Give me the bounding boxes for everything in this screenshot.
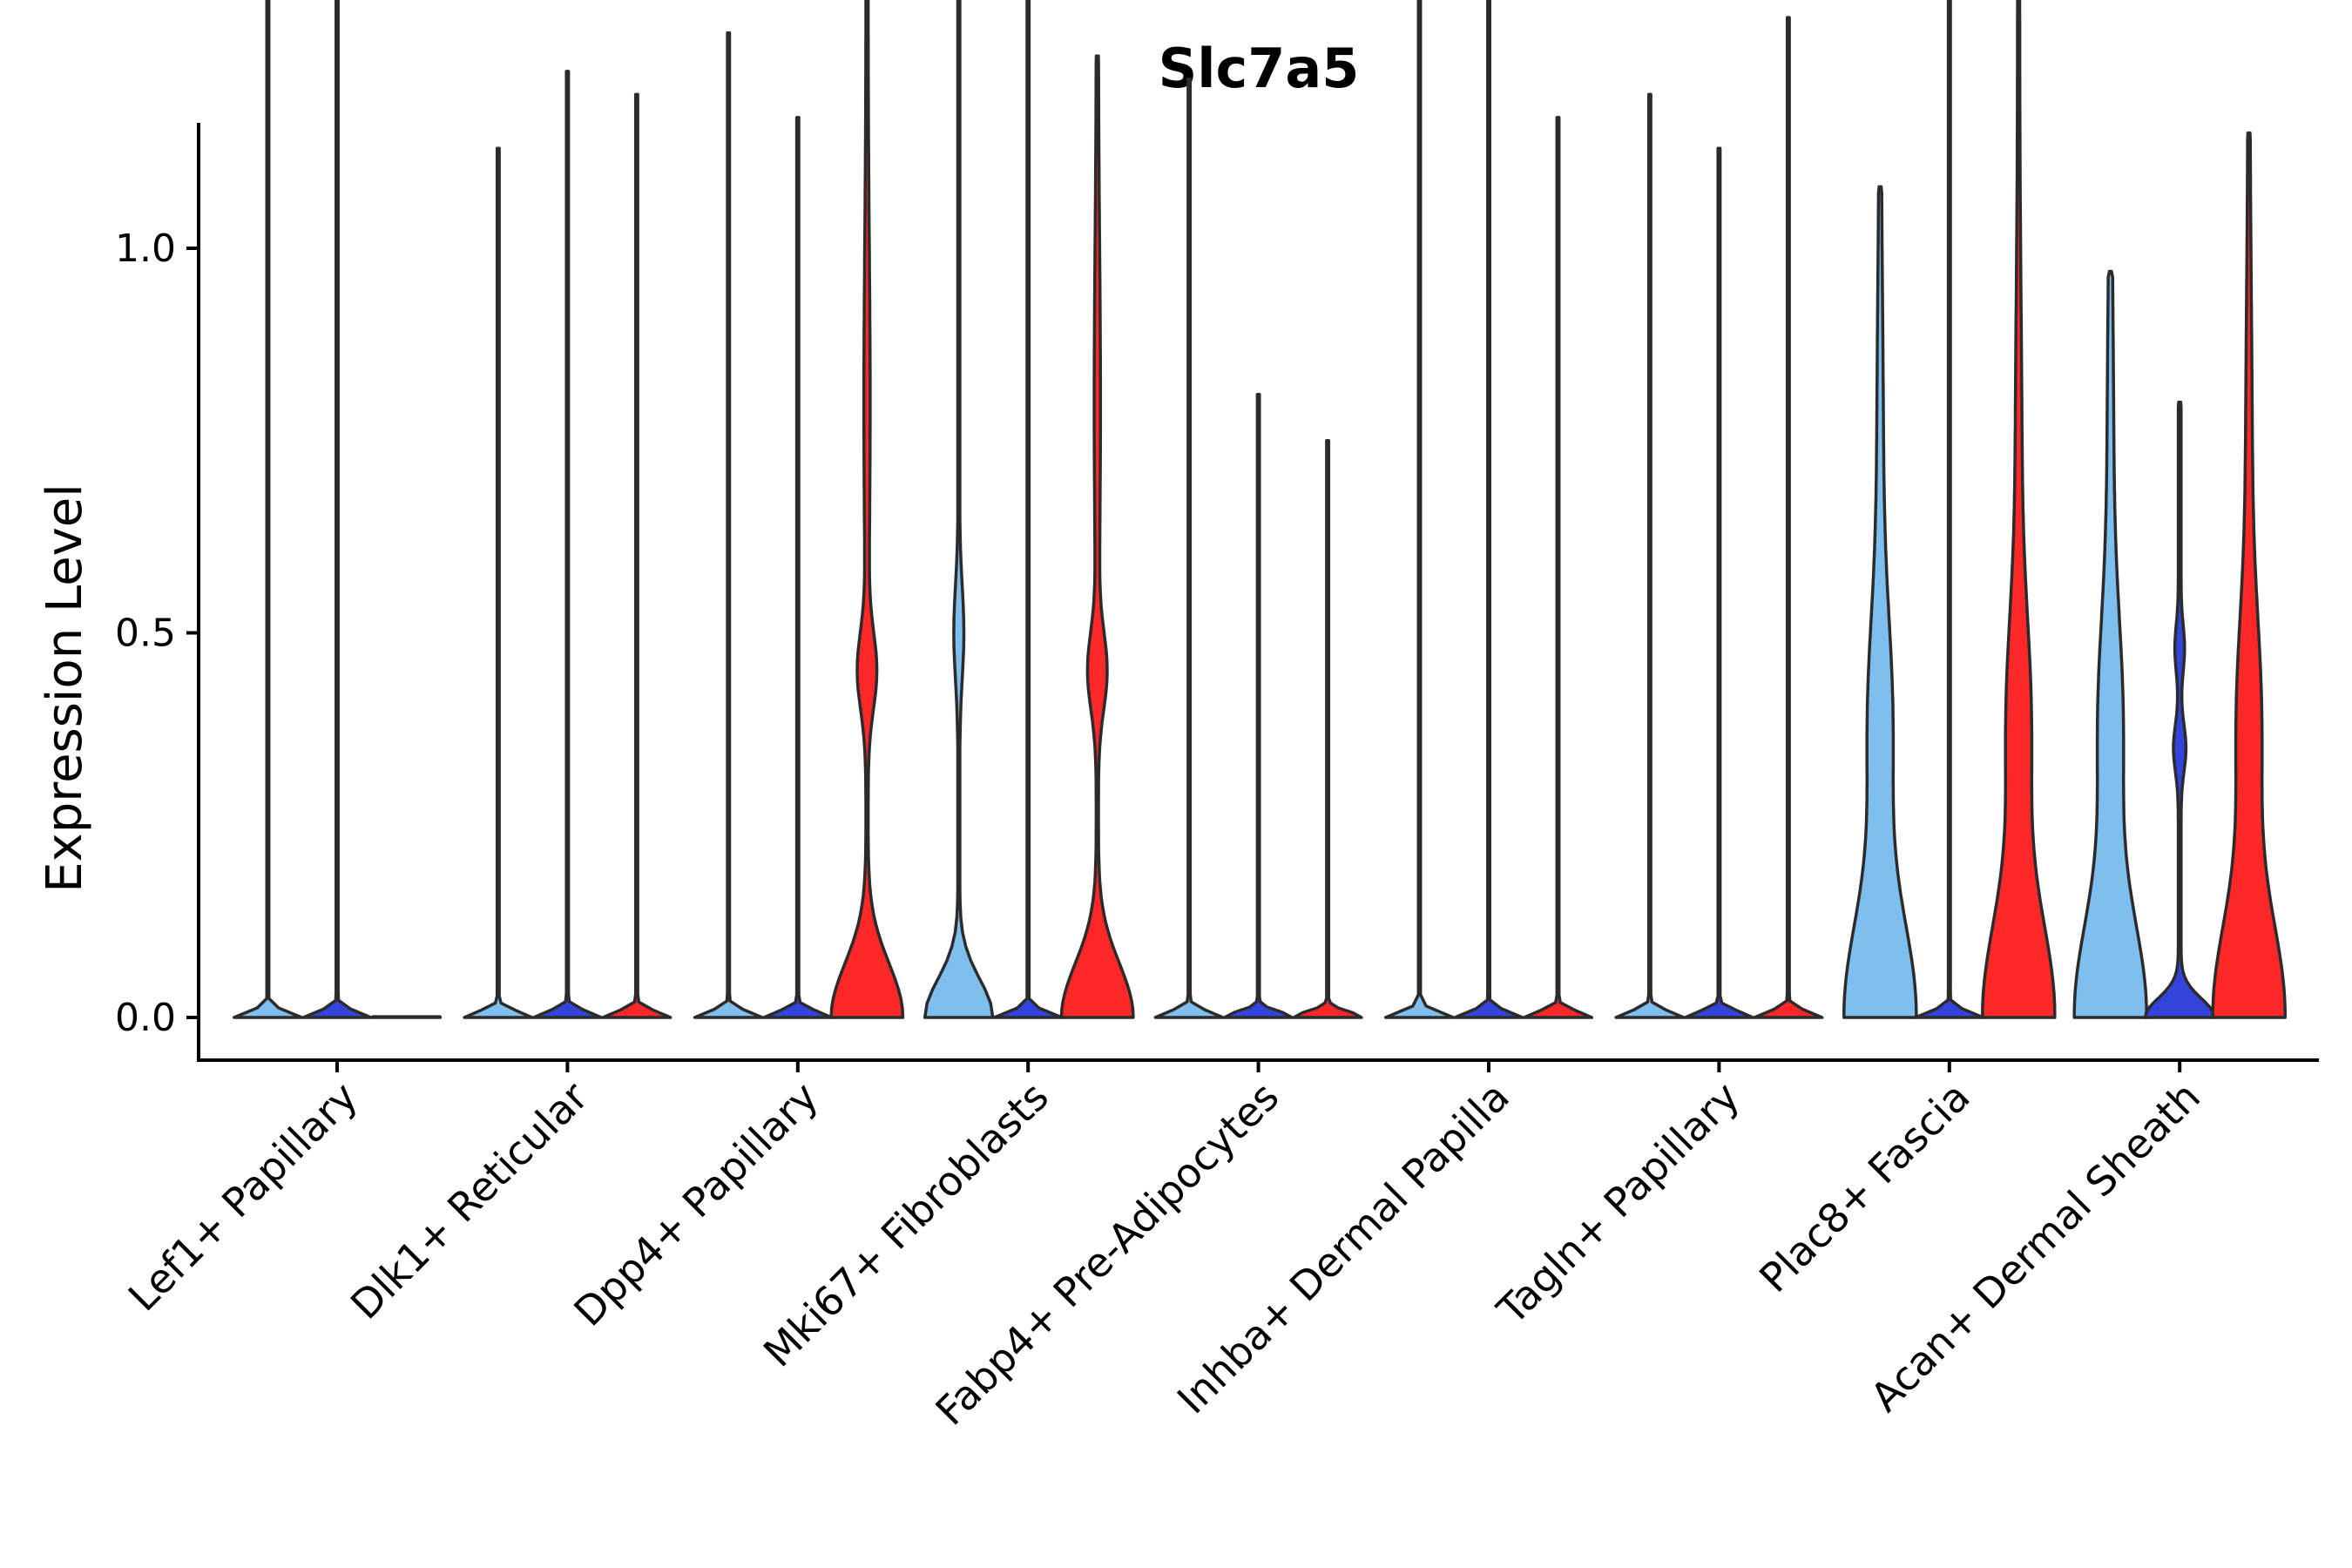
x-tick-label: Tagln+ Papillary: [1488, 1073, 1749, 1335]
violin-blue: [1223, 393, 1294, 1019]
violin-light_blue: [463, 146, 534, 1019]
violin-blue: [992, 0, 1064, 1019]
violin-light_blue: [2072, 269, 2148, 1019]
violin-red: [601, 92, 672, 1019]
violin-blue: [2143, 400, 2216, 1019]
violin-light_blue: [1842, 185, 1918, 1019]
violin-blue: [301, 0, 373, 1019]
x-tick-label: Lef1+ Papillary: [119, 1073, 367, 1321]
x-tick-label: Dlk1+ Reticular: [341, 1073, 597, 1328]
violin-light_blue: [923, 0, 995, 1019]
violin-red: [2211, 131, 2287, 1019]
violin-blue: [762, 116, 834, 1019]
y-tick-label: 0.5: [115, 612, 176, 656]
violin-red: [1981, 0, 2057, 1019]
violin-light_blue: [1614, 92, 1686, 1019]
violin-red: [1753, 16, 1824, 1019]
violin-red: [1059, 54, 1135, 1019]
y-tick-label: 1.0: [115, 226, 176, 271]
y-axis-label: Expression Level: [37, 483, 93, 893]
violin-layer: [232, 0, 2287, 1019]
x-tick-label: Dpp4+ Papillary: [564, 1073, 827, 1335]
chart-title: Slc7a5: [1159, 37, 1360, 100]
violin-blue: [531, 70, 603, 1019]
violin-blue: [1683, 146, 1754, 1019]
violin-light_blue: [1153, 77, 1225, 1019]
y-axis-ticks: 0.00.51.01.52.0: [115, 226, 199, 1040]
violin-blue: [1914, 0, 1985, 1019]
y-tick-label: 0.0: [115, 996, 176, 1040]
violin-blue: [1453, 0, 1524, 1019]
x-tick-label: Plac8+ Fascia: [1750, 1073, 1978, 1301]
violin-red: [1522, 116, 1594, 1019]
violin-light_blue: [1383, 0, 1456, 1019]
violin-light_blue: [693, 31, 764, 1019]
violin-red: [1292, 439, 1363, 1019]
violin-red: [829, 0, 905, 1019]
violin-light_blue: [232, 0, 304, 1019]
